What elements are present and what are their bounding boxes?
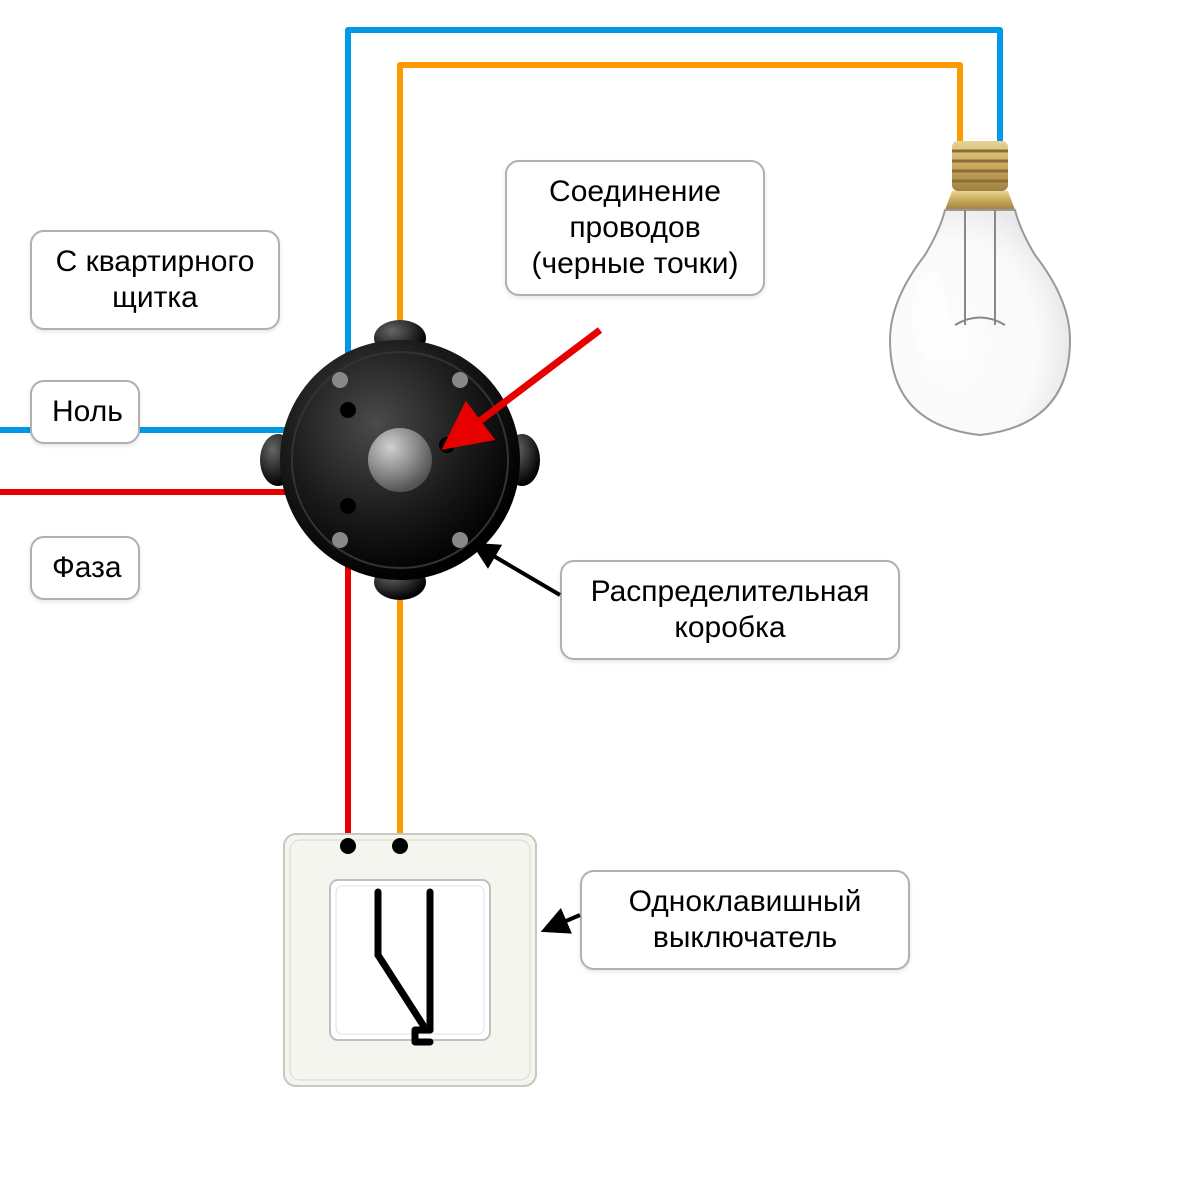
label-text: С квартирного щитка	[56, 245, 255, 314]
label-switch: Одноклавишный выключатель	[580, 870, 910, 970]
label-text: Распределительная коробка	[591, 575, 870, 644]
label-phase: Фаза	[30, 536, 140, 600]
light-bulb-icon	[870, 135, 1090, 445]
junction-box-icon	[260, 320, 540, 600]
connection-dot	[392, 838, 408, 854]
label-text: Ноль	[52, 395, 123, 428]
label-neutral: Ноль	[30, 380, 140, 444]
connection-dot	[439, 437, 455, 453]
connection-dot	[340, 838, 356, 854]
label-from-panel: С квартирного щитка	[30, 230, 280, 330]
label-text: Фаза	[52, 551, 122, 584]
label-junction-box: Распределительная коробка	[560, 560, 900, 660]
label-text: Одноклавишный выключатель	[629, 885, 862, 954]
arrow-switch	[545, 915, 580, 930]
label-text: Соединение проводов (черные точки)	[531, 175, 738, 280]
wiring-diagram: С квартирного щитка Ноль Фаза Соединение…	[0, 0, 1193, 1200]
label-connection: Соединение проводов (черные точки)	[505, 160, 765, 296]
connection-dot	[340, 402, 356, 418]
connection-dot	[340, 498, 356, 514]
light-switch-icon	[280, 830, 540, 1090]
